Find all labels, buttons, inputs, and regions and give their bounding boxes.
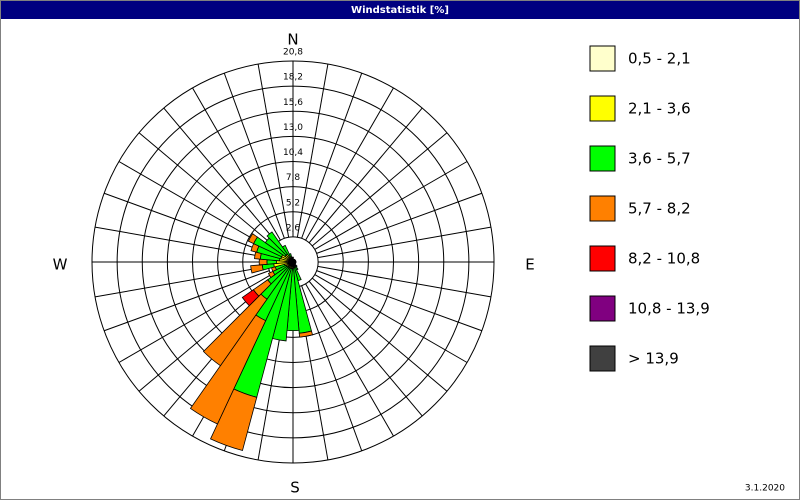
wind-sector <box>241 289 260 307</box>
r-tick-label: 2,6 <box>286 223 301 233</box>
compass-label: E <box>525 256 534 274</box>
r-tick-label: 13,0 <box>283 123 303 133</box>
spoke <box>223 72 285 239</box>
spoke <box>257 63 290 238</box>
spoke <box>118 274 272 363</box>
legend-label: 0,5 - 2,1 <box>628 50 691 68</box>
date-label: 3.1.2020 <box>745 484 785 494</box>
spoke <box>94 265 269 298</box>
chart-title: Windstatistik [%] <box>351 5 449 16</box>
spoke <box>301 72 363 239</box>
spoke <box>138 132 275 247</box>
r-tick-label: 7,8 <box>286 173 301 183</box>
spoke <box>314 274 468 363</box>
title-bar <box>1 1 799 19</box>
r-tick-label: 20,8 <box>283 48 303 58</box>
legend-label: 10,8 - 13,9 <box>628 300 710 318</box>
spoke <box>308 280 423 417</box>
legend-label: 8,2 - 10,8 <box>628 250 700 268</box>
legend-label: 3,6 - 5,7 <box>628 150 691 168</box>
spoke <box>192 87 281 241</box>
r-tick-label: 15,6 <box>283 98 303 108</box>
spoke <box>296 63 329 238</box>
spoke <box>308 107 423 244</box>
spoke <box>316 192 483 254</box>
legend-swatch <box>589 195 616 222</box>
spoke <box>301 285 363 452</box>
compass-label: S <box>290 479 300 497</box>
spoke <box>317 265 492 298</box>
r-tick-label: 18,2 <box>283 73 303 83</box>
spoke <box>311 132 448 247</box>
wind-sector <box>247 233 258 245</box>
legend-label: > 13,9 <box>628 350 679 368</box>
wind-sector <box>298 330 313 338</box>
r-tick-label: 5,2 <box>286 198 300 208</box>
legend-swatch <box>589 45 616 72</box>
legend-swatch <box>589 245 616 272</box>
spoke <box>311 277 448 392</box>
center-dot <box>291 260 295 264</box>
spoke <box>316 270 483 332</box>
wind-sector <box>291 256 294 260</box>
legend-label: 5,7 - 8,2 <box>628 200 691 218</box>
spoke <box>103 270 270 332</box>
spoke <box>103 192 270 254</box>
spoke <box>305 283 394 437</box>
legend-swatch <box>589 345 616 372</box>
compass-label: N <box>287 31 298 49</box>
legend-swatch <box>589 145 616 172</box>
legend-label: 2,1 - 3,6 <box>628 100 691 118</box>
spoke <box>94 226 269 259</box>
spoke <box>118 161 272 250</box>
legend-swatch <box>589 95 616 122</box>
r-tick-label: 10,4 <box>283 148 303 158</box>
spoke <box>317 226 492 259</box>
spoke <box>163 107 278 244</box>
legend-swatch <box>589 295 616 322</box>
spoke <box>305 87 394 241</box>
compass-label: W <box>53 256 68 274</box>
spoke <box>314 161 468 250</box>
